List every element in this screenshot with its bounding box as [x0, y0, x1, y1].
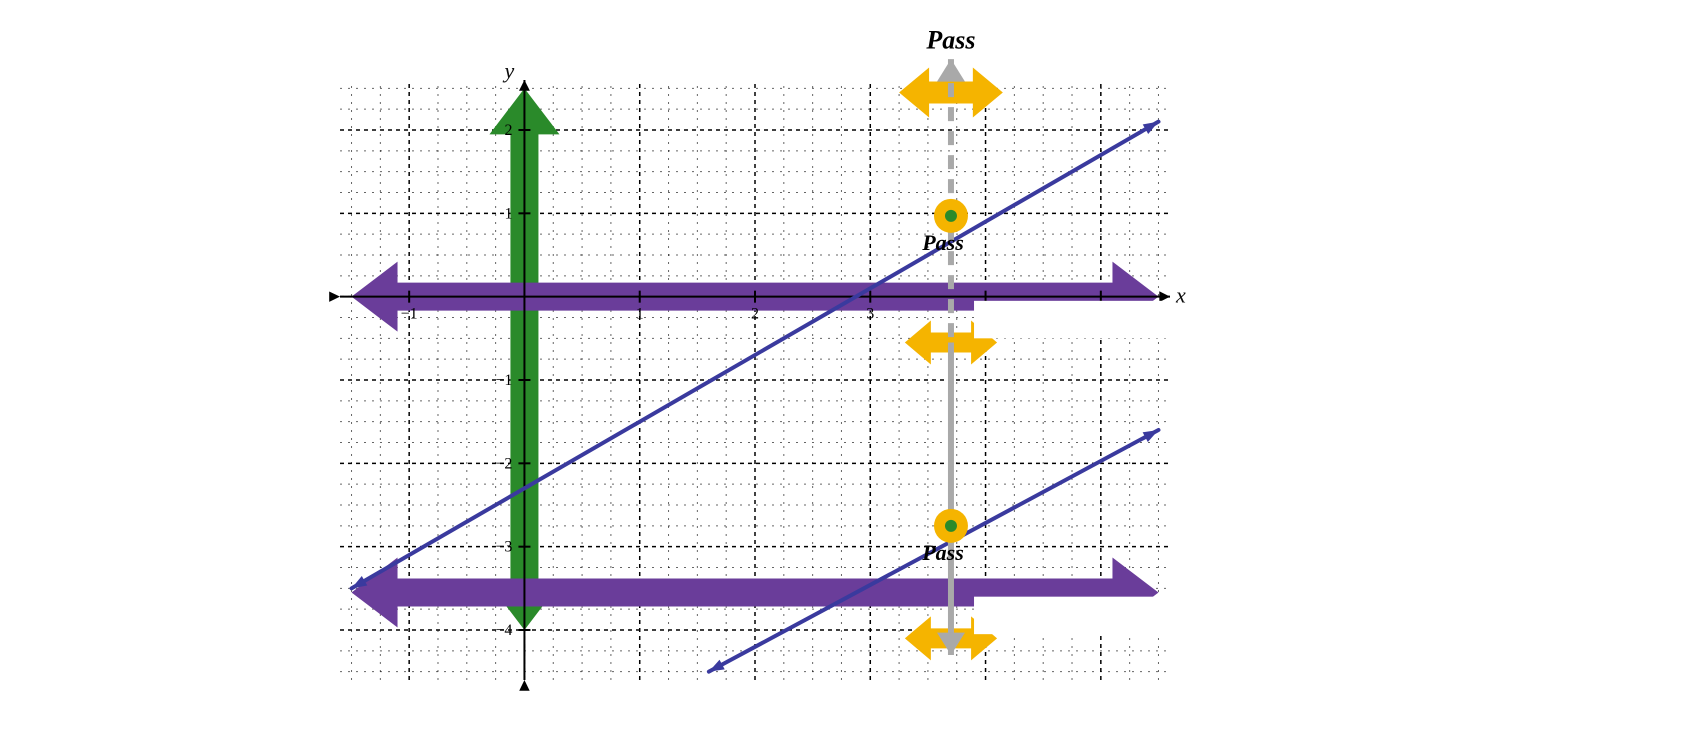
- y-tick-label: −4: [495, 622, 512, 639]
- y-tick-label: −1: [495, 372, 512, 389]
- x-axis-label: x: [1175, 283, 1186, 308]
- pass-point-lower: Pass: [921, 509, 968, 565]
- coordinate-plot: −112345−4−3−2−112xyPassPassPass: [0, 0, 1700, 756]
- y-tick-label: 2: [504, 122, 512, 139]
- y-tick-label: −3: [495, 539, 512, 556]
- top-pass-label: Pass: [925, 25, 975, 54]
- x-tick-label: −1: [401, 306, 418, 323]
- x-tick-label: 2: [751, 306, 759, 323]
- y-tick-label: −2: [495, 455, 512, 472]
- x-tick-label: 3: [866, 306, 874, 323]
- x-tick-label: 1: [636, 306, 644, 323]
- y-tick-label: 1: [504, 205, 512, 222]
- white-cutout: [974, 597, 1170, 635]
- pass-label: Pass: [921, 540, 964, 565]
- pass-label: Pass: [921, 230, 964, 255]
- y-axis-label: y: [502, 58, 514, 83]
- white-cutout: [974, 301, 1170, 339]
- vertical-test-line: [937, 59, 965, 655]
